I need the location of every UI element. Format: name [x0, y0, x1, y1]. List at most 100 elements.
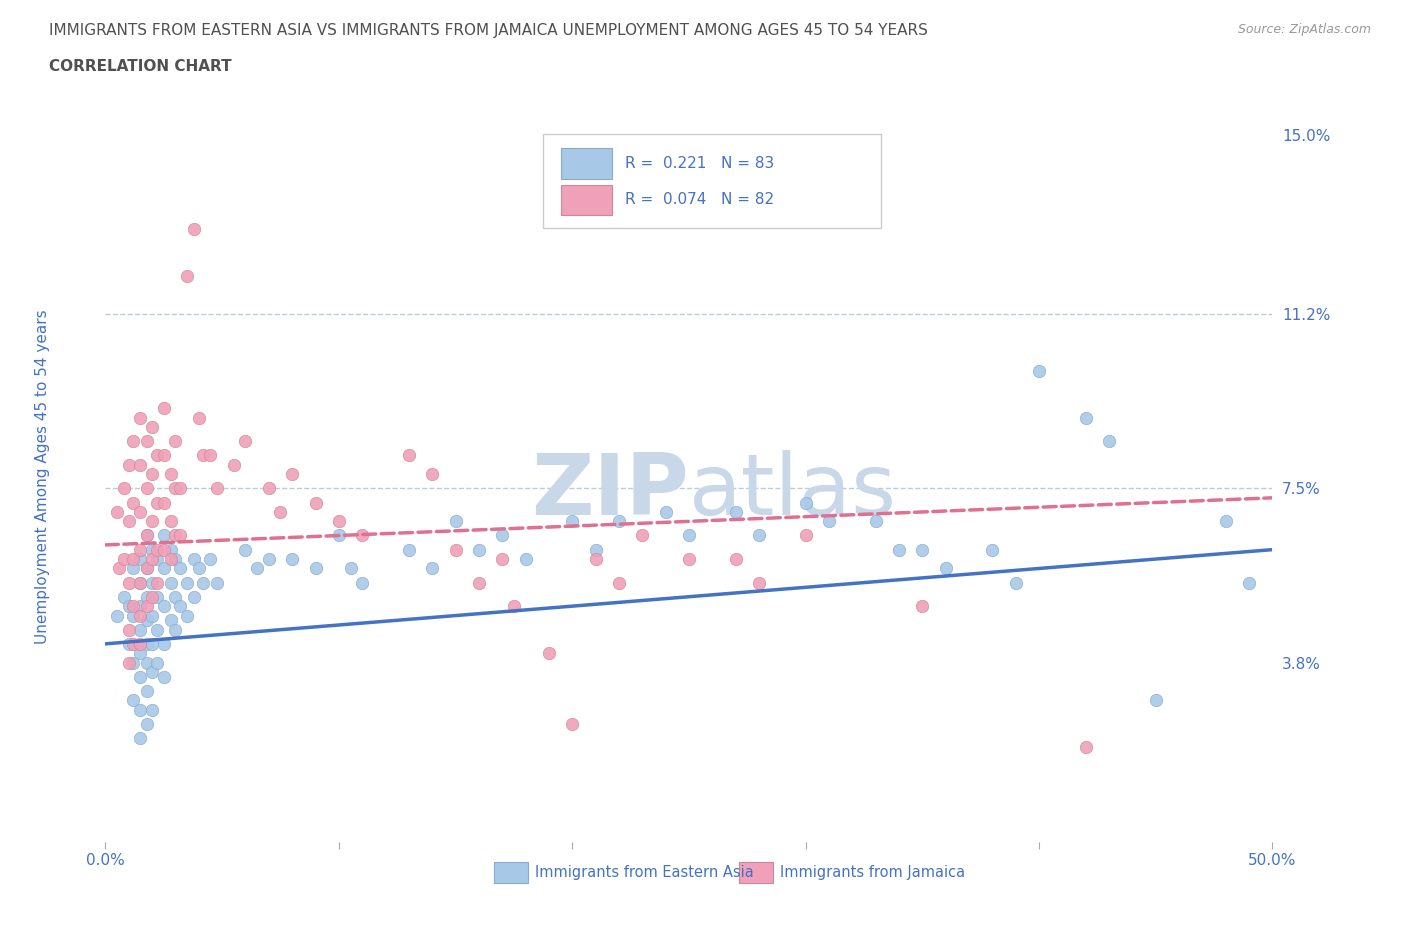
Point	[468, 542, 491, 557]
Point	[200, 448, 222, 463]
Point	[118, 636, 141, 651]
Point	[129, 410, 152, 425]
Point	[420, 467, 443, 482]
Point	[159, 467, 181, 482]
Point	[118, 575, 141, 590]
Point	[176, 575, 198, 590]
Point	[141, 608, 163, 623]
Point	[136, 613, 159, 628]
Point	[420, 561, 443, 576]
Point	[122, 434, 145, 449]
Point	[153, 528, 174, 543]
Point	[153, 542, 174, 557]
Point	[1028, 364, 1050, 379]
Point	[136, 561, 159, 576]
Point	[328, 528, 350, 543]
Point	[281, 551, 304, 566]
Point	[818, 514, 841, 529]
Point	[141, 590, 163, 604]
Point	[169, 528, 191, 543]
Point	[159, 514, 181, 529]
Point	[136, 599, 159, 614]
Point	[257, 481, 280, 496]
Point	[183, 222, 205, 237]
FancyBboxPatch shape	[561, 148, 612, 179]
Point	[491, 551, 513, 566]
Point	[678, 528, 700, 543]
FancyBboxPatch shape	[561, 184, 612, 215]
Point	[146, 495, 169, 510]
Point	[339, 561, 361, 576]
Point	[169, 599, 191, 614]
Point	[129, 731, 152, 746]
Point	[146, 622, 169, 637]
Point	[176, 269, 198, 284]
Point	[129, 599, 152, 614]
Point	[176, 608, 198, 623]
Point	[304, 561, 326, 576]
Point	[935, 561, 957, 576]
Point	[122, 599, 145, 614]
Point	[122, 608, 145, 623]
Point	[654, 504, 676, 519]
Point	[561, 514, 583, 529]
Point	[165, 528, 187, 543]
Point	[153, 599, 174, 614]
Point	[129, 622, 152, 637]
Point	[328, 514, 350, 529]
Point	[304, 495, 326, 510]
Point	[398, 448, 420, 463]
Point	[105, 504, 128, 519]
Point	[118, 622, 141, 637]
Point	[129, 608, 152, 623]
Text: IMMIGRANTS FROM EASTERN ASIA VS IMMIGRANTS FROM JAMAICA UNEMPLOYMENT AMONG AGES : IMMIGRANTS FROM EASTERN ASIA VS IMMIGRAN…	[49, 23, 928, 38]
Point	[1004, 575, 1026, 590]
Point	[141, 467, 163, 482]
Point	[165, 481, 187, 496]
Point	[165, 622, 187, 637]
Point	[112, 551, 135, 566]
Point	[169, 481, 191, 496]
FancyBboxPatch shape	[494, 862, 527, 883]
Point	[193, 448, 215, 463]
Point	[1144, 693, 1167, 708]
Point	[911, 542, 934, 557]
Point	[141, 636, 163, 651]
Point	[631, 528, 654, 543]
Point	[159, 551, 181, 566]
Point	[794, 495, 817, 510]
Point	[281, 467, 304, 482]
Point	[748, 575, 770, 590]
Point	[187, 561, 209, 576]
FancyBboxPatch shape	[740, 862, 773, 883]
Text: atlas: atlas	[689, 450, 897, 533]
Point	[122, 636, 145, 651]
Point	[561, 716, 583, 731]
Point	[153, 401, 174, 416]
Point	[129, 458, 152, 472]
Point	[118, 599, 141, 614]
Point	[183, 590, 205, 604]
Point	[1237, 575, 1260, 590]
Point	[136, 684, 159, 698]
Point	[537, 645, 560, 660]
Point	[235, 434, 257, 449]
Text: Immigrants from Jamaica: Immigrants from Jamaica	[780, 865, 965, 880]
Point	[146, 575, 169, 590]
Point	[129, 645, 152, 660]
Point	[141, 419, 163, 434]
Text: Source: ZipAtlas.com: Source: ZipAtlas.com	[1237, 23, 1371, 36]
Point	[122, 656, 145, 671]
Text: ZIP: ZIP	[531, 450, 689, 533]
Point	[585, 542, 607, 557]
Point	[193, 575, 215, 590]
Point	[136, 716, 159, 731]
Point	[159, 575, 181, 590]
Point	[1074, 410, 1097, 425]
Point	[122, 495, 145, 510]
Point	[607, 575, 630, 590]
Point	[515, 551, 537, 566]
Point	[112, 481, 135, 496]
Point	[165, 551, 187, 566]
Point	[444, 514, 467, 529]
